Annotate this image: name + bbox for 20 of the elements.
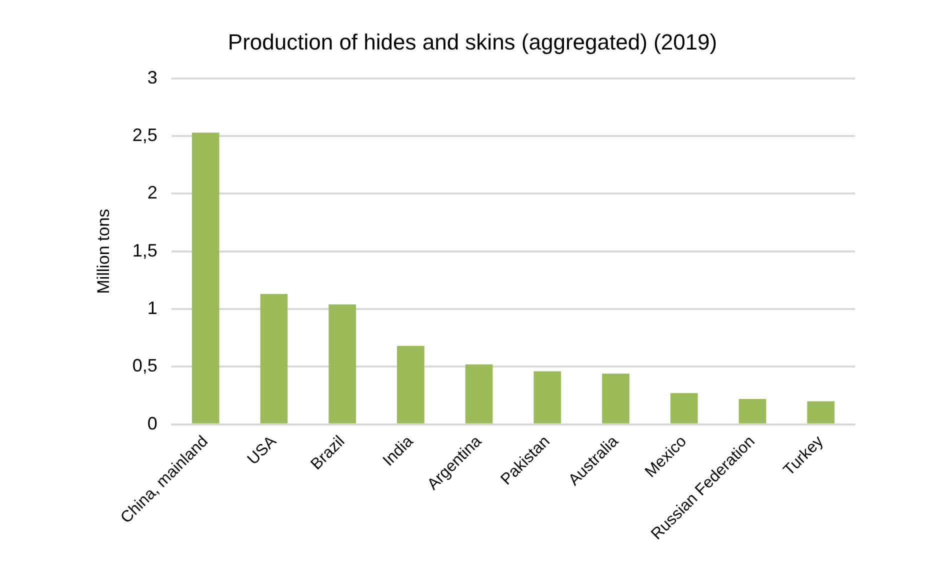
bar — [602, 374, 630, 424]
bar — [670, 393, 698, 424]
y-tick-label: 2,5 — [132, 125, 158, 146]
bar — [534, 371, 562, 424]
bar — [738, 398, 766, 424]
y-tick-label: 0 — [147, 413, 158, 434]
y-tick-label: 2 — [147, 182, 158, 203]
y-axis-title: Million tons — [94, 208, 113, 294]
y-tick-label: 3 — [147, 67, 158, 88]
bar — [192, 132, 220, 424]
y-tick-label: 1 — [147, 298, 158, 318]
bar — [807, 401, 834, 424]
chart-title: Production of hides and skins (aggregated) (2019) — [228, 29, 718, 54]
bar — [465, 364, 493, 424]
bar — [328, 304, 356, 424]
bar — [397, 346, 424, 424]
bar — [260, 294, 288, 424]
x-tick-label: USA — [244, 432, 280, 468]
y-tick-label: 0,5 — [132, 356, 158, 376]
y-tick-label: 1,5 — [132, 240, 158, 260]
